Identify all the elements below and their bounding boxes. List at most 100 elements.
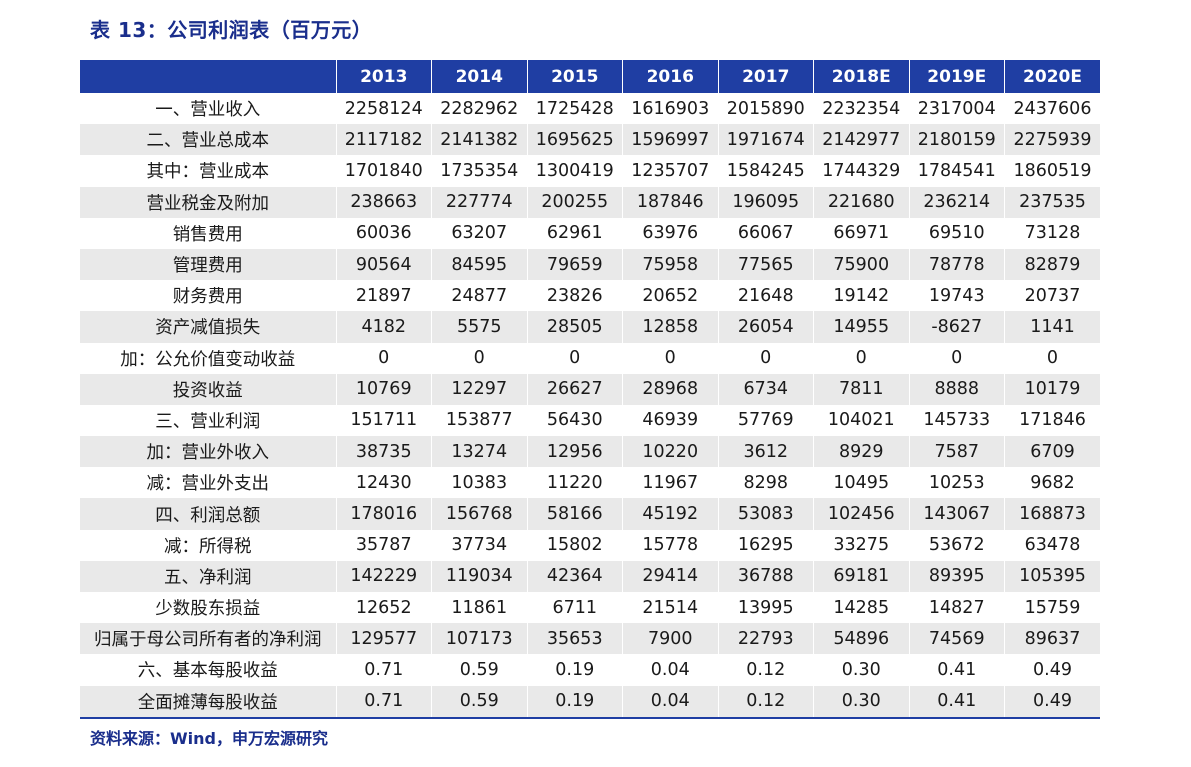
table-row: 少数股东损益 12652 11861 6711 21514 13995 14285 14827… — [80, 592, 1100, 624]
row-label: 二、营业总成本 — [80, 124, 336, 156]
table-cell: 37734 — [431, 529, 527, 561]
income-statement-table: 2013 2014 2015 2016 2017 2018E 2019E 202… — [80, 60, 1100, 719]
row-label: 三、营业利润 — [80, 404, 336, 437]
table-cell: 21648 — [717, 280, 814, 312]
table-cell: 69181 — [813, 560, 909, 592]
table-cell: 28968 — [622, 373, 718, 405]
table-cell: 102456 — [813, 498, 909, 530]
row-label: 加：营业外收入 — [80, 436, 336, 468]
table-cell: 1744329 — [813, 155, 909, 187]
table-cell: 73128 — [1004, 217, 1100, 249]
table-cell: 200255 — [526, 186, 623, 218]
table-cell: 153877 — [431, 404, 527, 437]
table-header: 2013 2014 2015 2016 2017 2018E 2019E 202… — [80, 60, 1100, 93]
table-cell: 0 — [908, 342, 1005, 374]
table-cell: 187846 — [622, 186, 718, 218]
table-cell: 66971 — [813, 217, 909, 249]
table-cell: 10179 — [1004, 373, 1100, 405]
row-label: 归属于母公司所有者的净利润 — [80, 623, 336, 655]
table-cell: 2282962 — [431, 93, 527, 125]
table-row: 六、基本每股收益 0.71 0.59 0.19 0.04 0.12 0.30 0.41 0.49 — [80, 654, 1100, 686]
table-cell: 22793 — [717, 623, 814, 655]
table-cell: 2117182 — [335, 124, 432, 156]
table-cell: 19142 — [813, 280, 909, 312]
table-cell: 35787 — [335, 529, 432, 561]
table-cell: 156768 — [431, 498, 527, 530]
table-cell: 0 — [717, 342, 814, 374]
table-cell: 119034 — [431, 560, 527, 592]
table-cell: 53672 — [908, 529, 1005, 561]
table-cell: 104021 — [813, 404, 909, 437]
table-cell: 79659 — [526, 248, 623, 281]
table-cell: 2317004 — [908, 93, 1005, 125]
header-cell-year: 2019E — [908, 60, 1005, 93]
header-cell-year: 2017 — [717, 60, 814, 93]
table-cell: 7900 — [622, 623, 718, 655]
table-cell: 12297 — [431, 373, 527, 405]
table-cell: 11967 — [622, 467, 718, 499]
table-cell: 0.41 — [908, 685, 1005, 719]
table-cell: 0.30 — [813, 685, 909, 719]
table-cell: 238663 — [335, 186, 432, 218]
table-cell: 2232354 — [813, 93, 909, 125]
table-cell: 84595 — [431, 248, 527, 281]
table-cell: 10220 — [622, 436, 718, 468]
header-cell-year: 2015 — [526, 60, 623, 93]
table-cell: 142229 — [335, 560, 432, 592]
header-cell-year: 2014 — [431, 60, 527, 93]
table-cell: 1141 — [1004, 311, 1100, 343]
table-cell: 9682 — [1004, 467, 1100, 499]
table-cell: 14955 — [813, 311, 909, 343]
table-cell: 12858 — [622, 311, 718, 343]
table-cell: 10253 — [908, 467, 1005, 499]
table-cell: 10383 — [431, 467, 527, 499]
table-cell: 60036 — [335, 217, 432, 249]
table-cell: 1584245 — [717, 155, 814, 187]
table-cell: 8888 — [908, 373, 1005, 405]
table-cell: 89395 — [908, 560, 1005, 592]
table-cell: 15778 — [622, 529, 718, 561]
table-cell: 0.59 — [431, 685, 527, 719]
table-cell: 105395 — [1004, 560, 1100, 592]
table-cell: 1860519 — [1004, 155, 1100, 187]
table-cell: 10769 — [335, 373, 432, 405]
table-cell: 24877 — [431, 280, 527, 312]
table-cell: 46939 — [622, 404, 718, 437]
row-label: 减：营业外支出 — [80, 467, 336, 499]
table-cell: 0.49 — [1004, 685, 1100, 719]
table-cell: 0 — [431, 342, 527, 374]
table-cell: 8298 — [717, 467, 814, 499]
table-cell: 12430 — [335, 467, 432, 499]
row-label: 投资收益 — [80, 373, 336, 405]
table-cell: 2141382 — [431, 124, 527, 156]
table-cell: 6734 — [717, 373, 814, 405]
table-cell: 89637 — [1004, 623, 1100, 655]
table-cell: 26627 — [526, 373, 623, 405]
table-cell: 0.04 — [622, 654, 718, 686]
table-cell: 1596997 — [622, 124, 718, 156]
header-row: 2013 2014 2015 2016 2017 2018E 2019E 202… — [80, 60, 1100, 93]
table-row: 加：营业外收入 38735 13274 12956 10220 3612 8929 7587 6… — [80, 436, 1100, 468]
table-cell: -8627 — [908, 311, 1005, 343]
table-cell: 90564 — [335, 248, 432, 281]
table-cell: 63478 — [1004, 529, 1100, 561]
table-cell: 0.19 — [526, 654, 623, 686]
table-row: 归属于母公司所有者的净利润 129577 107173 35653 7900 22793 5… — [80, 623, 1100, 655]
table-cell: 57769 — [717, 404, 814, 437]
table-cell: 1784541 — [908, 155, 1005, 187]
row-label: 五、净利润 — [80, 560, 336, 592]
table-cell: 33275 — [813, 529, 909, 561]
table-cell: 227774 — [431, 186, 527, 218]
table-cell: 2258124 — [335, 93, 432, 125]
row-label: 财务费用 — [80, 280, 336, 312]
table-cell: 0 — [526, 342, 623, 374]
row-label: 加：公允价值变动收益 — [80, 342, 336, 374]
table-cell: 14285 — [813, 592, 909, 624]
row-label: 减：所得税 — [80, 529, 336, 561]
table-cell: 13995 — [717, 592, 814, 624]
table-row: 其中：营业成本 1701840 1735354 1300419 1235707 15842… — [80, 155, 1100, 187]
table-row: 二、营业总成本 2117182 2141382 1695625 1596997 19716… — [80, 124, 1100, 156]
table-cell: 38735 — [335, 436, 432, 468]
table-cell: 28505 — [526, 311, 623, 343]
table-cell: 0 — [622, 342, 718, 374]
